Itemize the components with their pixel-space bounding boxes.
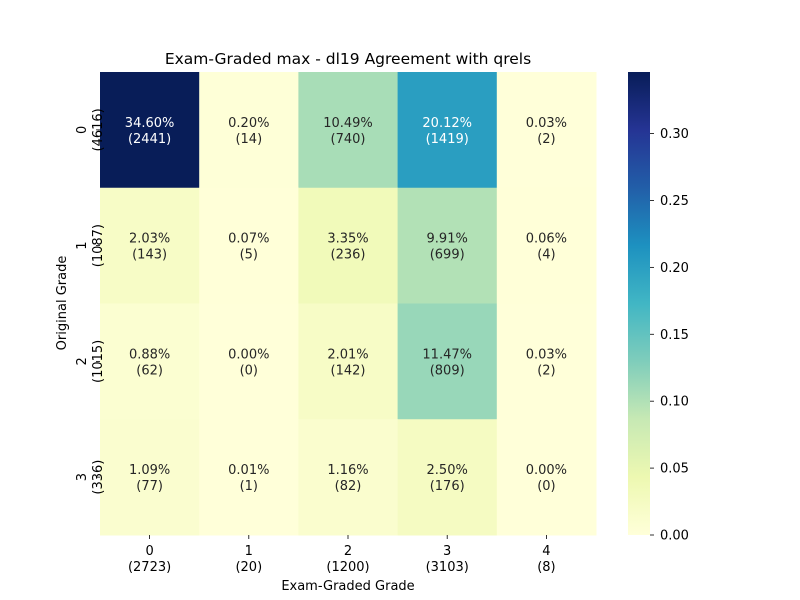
heatmap-cell — [298, 419, 399, 536]
cell-percent-label: 2.03% — [129, 232, 170, 247]
colorbar-tick-label: 0.00 — [660, 529, 689, 544]
x-tick-label: 1 — [245, 544, 253, 559]
cell-percent-label: 0.00% — [526, 463, 567, 478]
heatmap-cell — [496, 187, 597, 304]
cell-count-label: (699) — [430, 248, 465, 263]
y-tick-count: (336) — [91, 460, 106, 495]
y-tick-label: 1 — [75, 241, 90, 249]
cell-percent-label: 1.16% — [327, 463, 368, 478]
cell-percent-label: 0.01% — [228, 463, 269, 478]
heatmap-cell — [298, 187, 399, 304]
heatmap-cell — [100, 72, 200, 189]
y-tick-label: 0 — [75, 126, 90, 134]
heatmap-cell — [496, 303, 597, 420]
cell-count-label: (62) — [136, 363, 163, 378]
cell-count-label: (0) — [537, 479, 555, 494]
cell-count-label: (2) — [537, 132, 555, 147]
cell-percent-label: 2.50% — [427, 463, 468, 478]
colorbar-tick-label: 0.05 — [660, 462, 689, 477]
cell-percent-label: 2.01% — [327, 347, 368, 362]
y-tick-count: (1087) — [91, 224, 106, 267]
cell-count-label: (5) — [240, 248, 258, 263]
x-tick-count: (1200) — [326, 560, 369, 575]
colorbar-tick-label: 0.10 — [660, 395, 689, 410]
y-tick-count: (4616) — [91, 108, 106, 151]
y-tick-label: 3 — [75, 473, 90, 481]
cell-count-label: (0) — [240, 363, 258, 378]
heatmap-cell — [496, 72, 597, 189]
cell-percent-label: 3.35% — [327, 232, 368, 247]
chart-title: Exam-Graded max - dl19 Agreement with qr… — [165, 50, 531, 68]
heatmap-cell — [100, 187, 200, 304]
y-tick-label: 2 — [75, 357, 90, 365]
cell-percent-label: 0.20% — [228, 116, 269, 131]
cell-count-label: (176) — [430, 479, 465, 494]
heatmap-cell — [397, 187, 498, 304]
cell-count-label: (4) — [537, 248, 555, 263]
cell-percent-label: 34.60% — [125, 116, 175, 131]
cell-count-label: (1) — [240, 479, 258, 494]
heatmap-cell — [199, 303, 299, 420]
colorbar-tick-label: 0.30 — [660, 127, 689, 142]
cell-percent-label: 0.00% — [228, 347, 269, 362]
heatmap-cell — [199, 72, 299, 189]
cell-percent-label: 9.91% — [427, 232, 468, 247]
cell-percent-label: 1.09% — [129, 463, 170, 478]
x-axis: 0(2723) 1(20) 2(1200) 3(3103) 4(8) — [128, 535, 556, 575]
x-tick-count: (2723) — [128, 560, 171, 575]
cell-percent-label: 0.03% — [526, 116, 567, 131]
heatmap-cell — [298, 303, 399, 420]
heatmap-cell — [100, 303, 200, 420]
cell-percent-label: 0.88% — [129, 347, 170, 362]
x-tick-count: (3103) — [426, 560, 469, 575]
cell-count-label: (143) — [132, 248, 167, 263]
heatmap-cell — [397, 303, 498, 420]
cell-percent-label: 10.49% — [323, 116, 373, 131]
cell-count-label: (142) — [331, 363, 366, 378]
heatmap-cells: 34.60%(2441)0.20%(14)10.49%(740)20.12%(1… — [100, 72, 597, 536]
heatmap-cell — [100, 419, 200, 536]
cell-percent-label: 0.03% — [526, 347, 567, 362]
heatmap-cell — [397, 72, 498, 189]
cell-count-label: (740) — [331, 132, 366, 147]
cell-percent-label: 20.12% — [422, 116, 472, 131]
x-tick-label: 3 — [443, 544, 451, 559]
cell-count-label: (2) — [537, 363, 555, 378]
cell-percent-label: 0.07% — [228, 232, 269, 247]
cell-count-label: (14) — [235, 132, 262, 147]
y-axis-label: Original Grade — [55, 256, 70, 351]
y-axis: 0 (4616) 1 (1087) 2 (1015) 3 (336) — [75, 108, 106, 494]
colorbar-tick-label: 0.20 — [660, 261, 689, 276]
cell-count-label: (236) — [331, 248, 366, 263]
cell-percent-label: 11.47% — [422, 347, 472, 362]
heatmap-cell — [397, 419, 498, 536]
x-tick-label: 0 — [145, 544, 153, 559]
heatmap-cell — [199, 187, 299, 304]
colorbar: 0.00 0.05 0.10 0.15 0.20 0.25 0.30 — [628, 72, 689, 544]
x-tick-count: (8) — [537, 560, 555, 575]
x-axis-label: Exam-Graded Grade — [281, 579, 414, 594]
colorbar-tick-label: 0.15 — [660, 328, 689, 343]
colorbar-tick-label: 0.25 — [660, 194, 689, 209]
colorbar-gradient — [628, 72, 650, 535]
cell-count-label: (2441) — [128, 132, 171, 147]
x-tick-label: 2 — [344, 544, 352, 559]
y-tick-count: (1015) — [91, 340, 106, 383]
x-tick-label: 4 — [542, 544, 550, 559]
cell-percent-label: 0.06% — [526, 232, 567, 247]
colorbar-ticks: 0.00 0.05 0.10 0.15 0.20 0.25 0.30 — [650, 127, 689, 544]
cell-count-label: (82) — [335, 479, 362, 494]
cell-count-label: (809) — [430, 363, 465, 378]
heatmap-cell — [496, 419, 597, 536]
x-tick-count: (20) — [235, 560, 262, 575]
cell-count-label: (77) — [136, 479, 163, 494]
cell-count-label: (1419) — [426, 132, 469, 147]
heatmap-cell — [298, 72, 399, 189]
heatmap-cell — [199, 419, 299, 536]
